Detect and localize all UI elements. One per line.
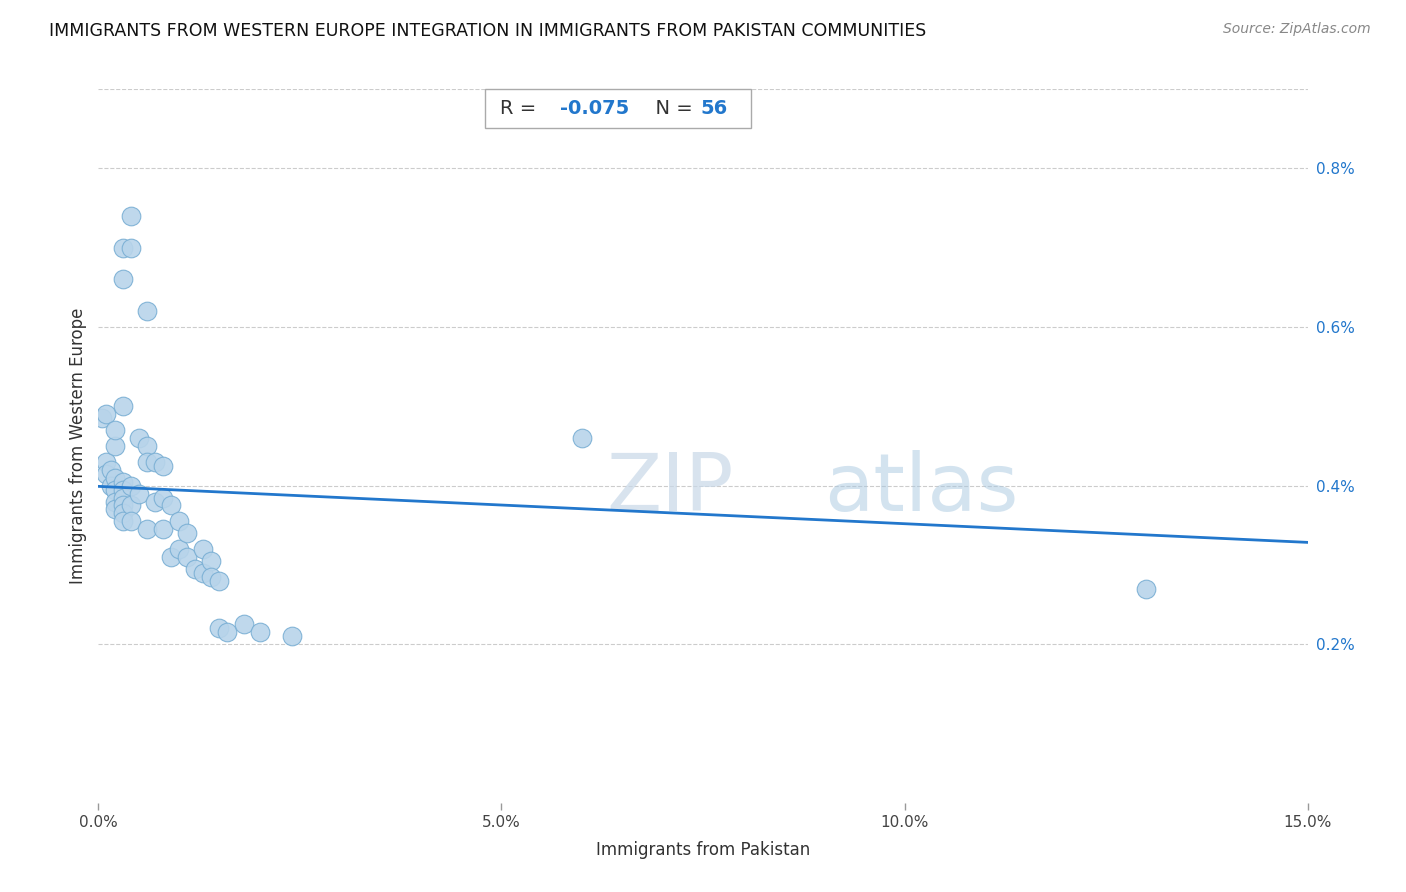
Point — [103, 439, 125, 453]
Point — [103, 502, 125, 516]
Point — [103, 494, 125, 508]
Point — [135, 522, 157, 536]
Text: -0.075: -0.075 — [561, 99, 630, 119]
Point — [184, 562, 207, 576]
Text: Source: ZipAtlas.com: Source: ZipAtlas.com — [1223, 22, 1371, 37]
Point — [111, 475, 134, 489]
Point — [200, 554, 222, 568]
Point — [96, 455, 118, 469]
Point — [571, 431, 593, 445]
Point — [152, 491, 174, 505]
Point — [167, 514, 190, 528]
Point — [176, 549, 198, 564]
Point — [103, 483, 125, 497]
Point — [111, 400, 134, 414]
Point — [103, 471, 125, 485]
Point — [120, 478, 142, 492]
Point — [128, 431, 150, 445]
Point — [232, 617, 254, 632]
Y-axis label: Immigrants from Western Europe: Immigrants from Western Europe — [69, 308, 87, 584]
Point — [111, 483, 134, 497]
Text: atlas: atlas — [824, 450, 1018, 528]
Text: R =: R = — [501, 99, 543, 119]
Point — [120, 209, 142, 223]
Point — [217, 625, 239, 640]
Point — [1135, 582, 1157, 596]
Text: N =: N = — [643, 99, 699, 119]
Point — [135, 439, 157, 453]
FancyBboxPatch shape — [485, 89, 751, 128]
Point — [111, 241, 134, 255]
Point — [167, 542, 190, 557]
Point — [143, 494, 166, 508]
Point — [193, 542, 215, 557]
Point — [208, 621, 231, 635]
Point — [143, 455, 166, 469]
Point — [249, 625, 271, 640]
Point — [96, 467, 118, 481]
Point — [208, 574, 231, 588]
Point — [152, 522, 174, 536]
Point — [120, 499, 142, 513]
Point — [91, 411, 114, 425]
Point — [176, 526, 198, 541]
Point — [111, 491, 134, 505]
Text: 56: 56 — [700, 99, 728, 119]
Point — [120, 241, 142, 255]
Point — [128, 486, 150, 500]
Point — [193, 566, 215, 580]
Point — [135, 455, 157, 469]
Point — [111, 499, 134, 513]
Point — [120, 514, 142, 528]
Point — [281, 629, 304, 643]
Point — [111, 514, 134, 528]
Point — [103, 423, 125, 437]
Point — [152, 458, 174, 473]
Point — [160, 549, 183, 564]
Point — [111, 272, 134, 286]
Text: IMMIGRANTS FROM WESTERN EUROPE INTEGRATION IN IMMIGRANTS FROM PAKISTAN COMMUNITI: IMMIGRANTS FROM WESTERN EUROPE INTEGRATI… — [49, 22, 927, 40]
Point — [100, 478, 122, 492]
X-axis label: Immigrants from Pakistan: Immigrants from Pakistan — [596, 841, 810, 859]
Point — [111, 507, 134, 521]
Text: ZIP: ZIP — [606, 450, 734, 528]
Point — [100, 463, 122, 477]
Point — [96, 407, 118, 421]
Point — [160, 499, 183, 513]
Point — [135, 304, 157, 318]
Point — [200, 570, 222, 584]
